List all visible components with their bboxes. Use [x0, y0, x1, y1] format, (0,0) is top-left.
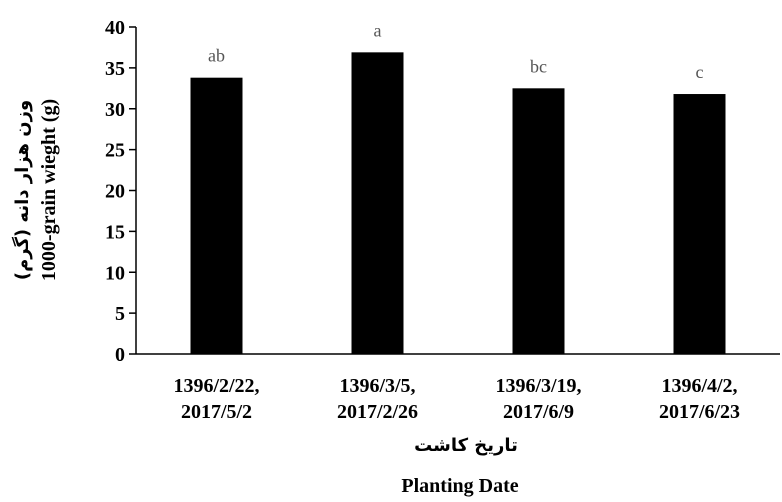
y-tick-label: 25 — [105, 140, 125, 162]
bar — [512, 88, 565, 354]
significance-letters: ab a bc c — [208, 20, 704, 82]
bars — [190, 52, 726, 354]
bar — [190, 77, 243, 354]
significance-letter: a — [374, 20, 382, 40]
y-axis-title-fa: وزن هزار دانه (گرم) — [11, 100, 33, 280]
x-axis-title-fa: تاریخ کاشت — [414, 435, 518, 456]
significance-letter: bc — [530, 56, 547, 76]
y-tick-label: 15 — [105, 221, 125, 243]
x-tick-label: 1396/3/19, — [495, 375, 581, 397]
y-axis-title: 1000-grain wieght (g) — [38, 99, 60, 281]
y-tick-label: 5 — [115, 303, 125, 325]
y-tick-label: 35 — [105, 58, 125, 80]
y-tick-label: 10 — [105, 262, 125, 284]
x-axis-title: Planting Date — [401, 475, 518, 497]
y-tick-label: 30 — [105, 99, 125, 121]
x-tick-label: 1396/3/5, — [339, 375, 415, 397]
x-category-labels: 1396/2/22, 2017/5/2 1396/3/5, 2017/2/26 1396… — [173, 375, 740, 423]
x-tick-label: 1396/2/22, — [173, 375, 259, 397]
significance-letter: c — [696, 62, 704, 82]
x-tick-label: 2017/6/9 — [503, 401, 574, 423]
bar — [673, 94, 726, 354]
significance-letter: ab — [208, 46, 225, 66]
y-axis: 0 5 10 15 20 25 30 35 40 — [105, 17, 137, 366]
x-tick-label: 2017/6/23 — [659, 401, 740, 423]
y-tick-label: 0 — [115, 344, 125, 366]
x-tick-label: 1396/4/2, — [661, 375, 737, 397]
x-tick-label: 2017/5/2 — [181, 401, 252, 423]
bar — [351, 52, 404, 354]
x-tick-label: 2017/2/26 — [337, 401, 418, 423]
y-tick-label: 20 — [105, 181, 125, 203]
y-tick-label: 40 — [105, 17, 125, 39]
